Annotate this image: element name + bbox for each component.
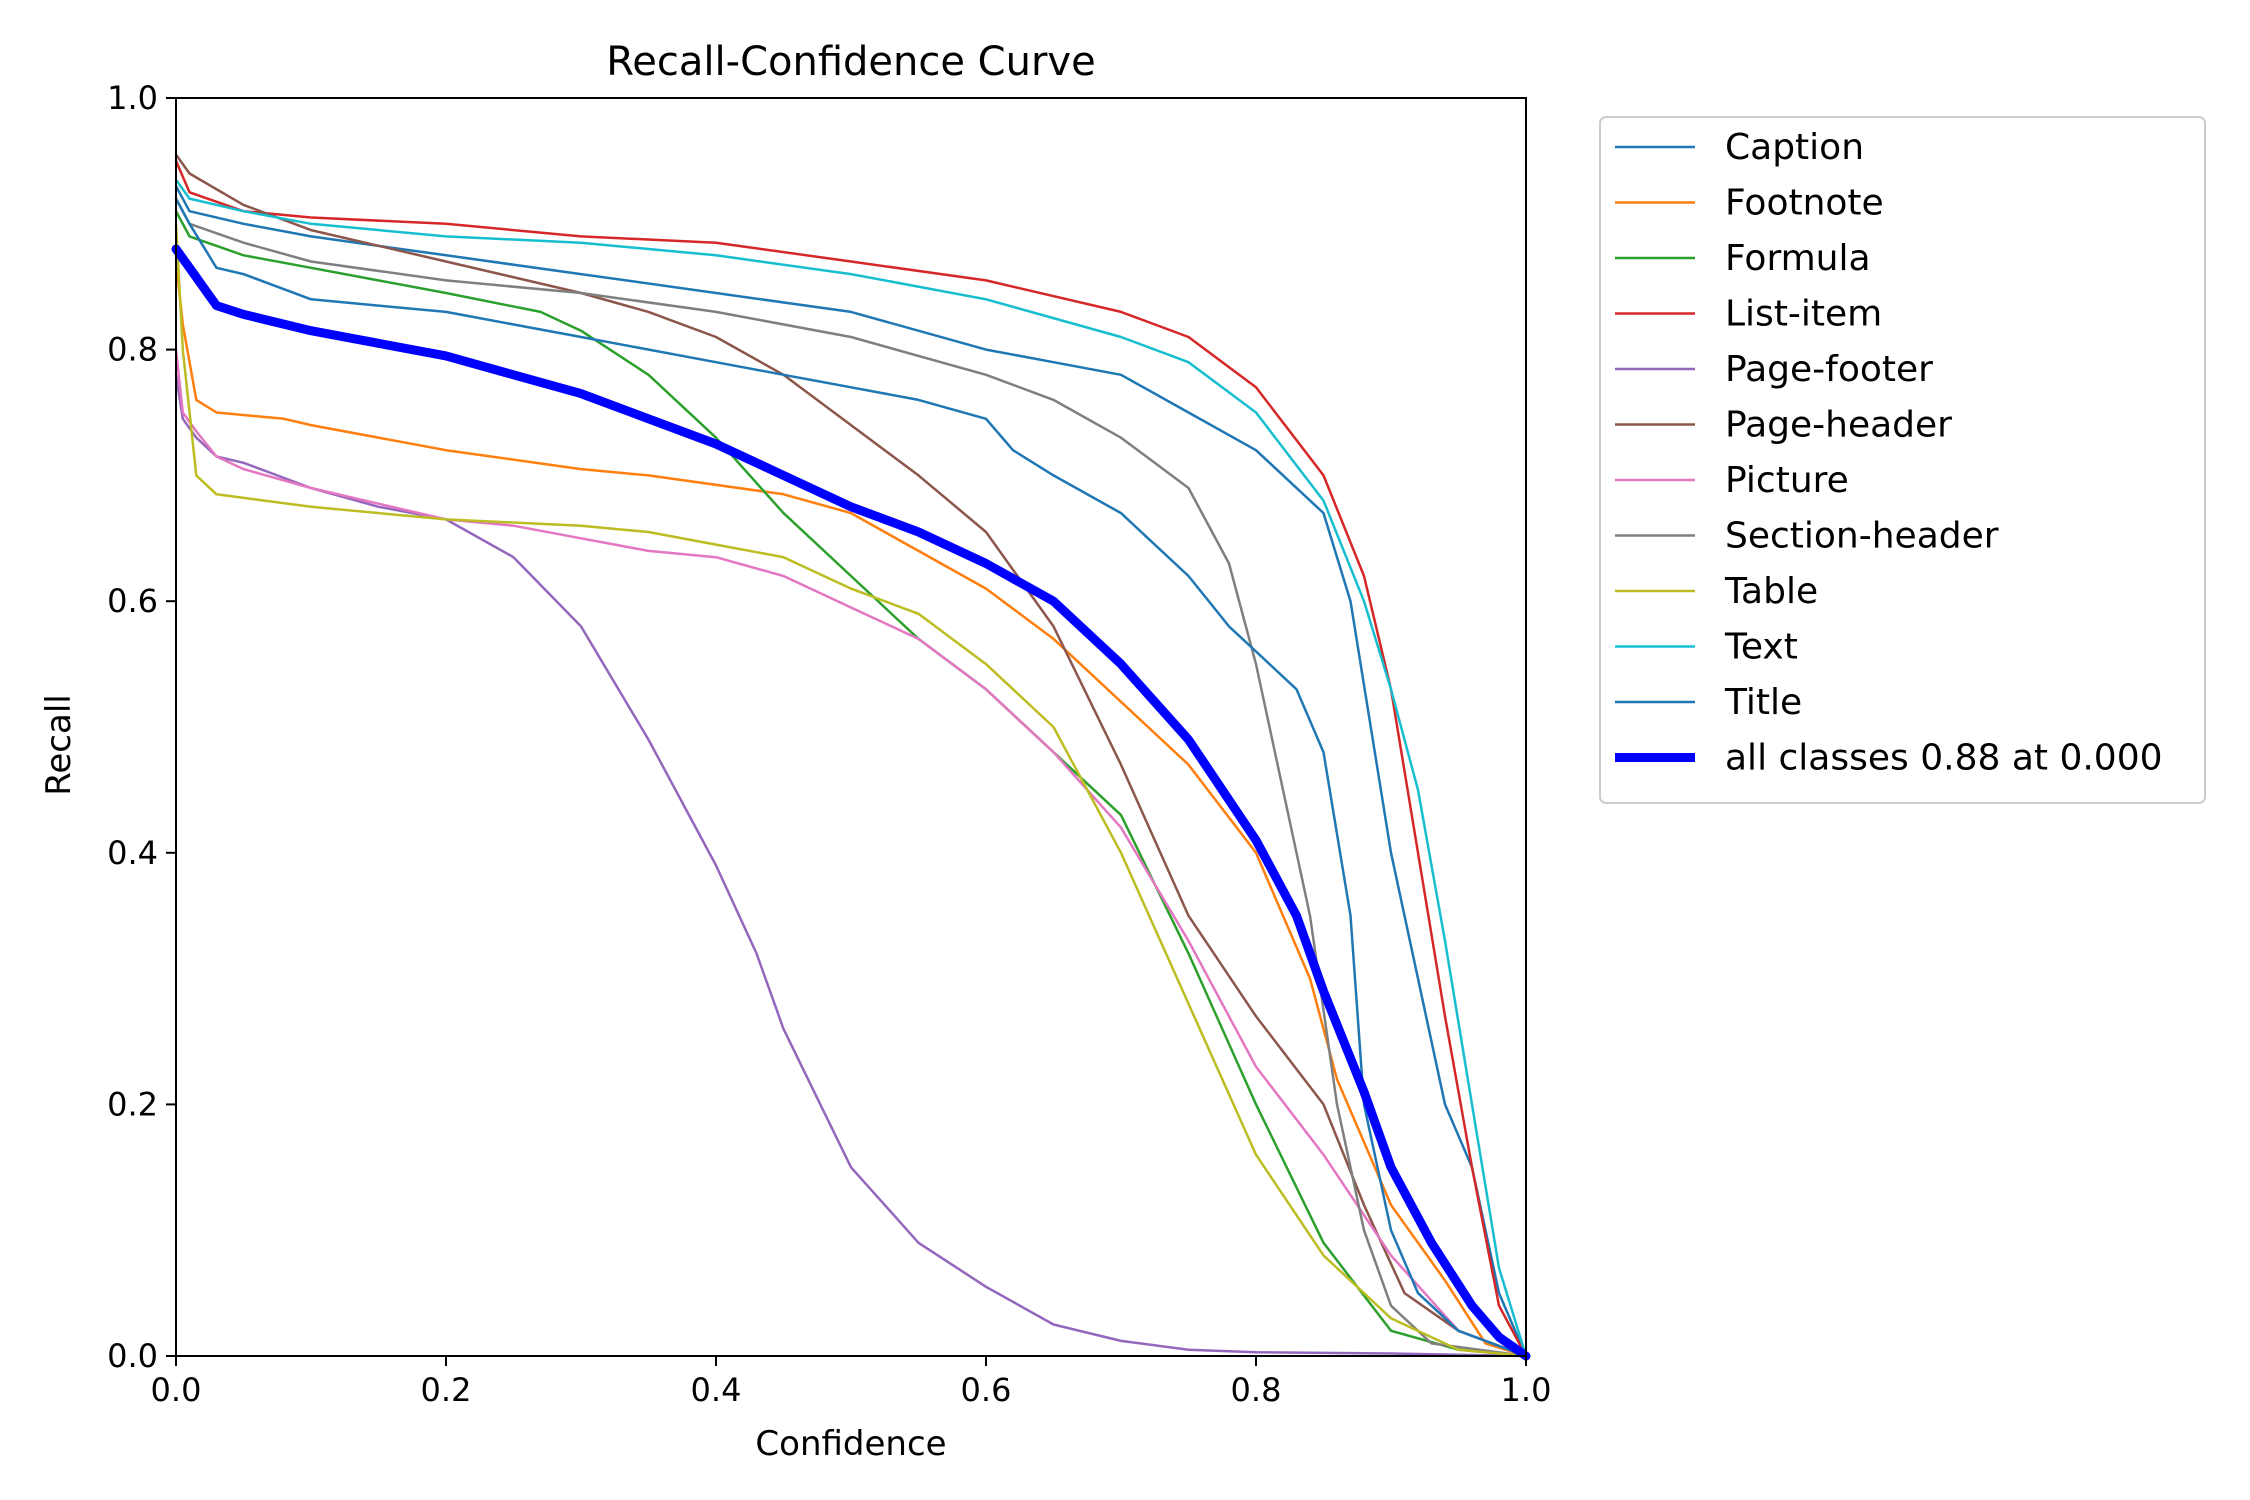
x-tick-label: 0.4 bbox=[691, 1371, 742, 1409]
legend-label-title: Title bbox=[1724, 682, 1802, 723]
y-tick-label: 0.8 bbox=[107, 331, 158, 369]
series-line-caption bbox=[174, 184, 1528, 1358]
chart-title: Recall-Confidence Curve bbox=[606, 39, 1095, 85]
legend-label-formula: Formula bbox=[1725, 238, 1871, 279]
legend-label-page-footer: Page-footer bbox=[1725, 349, 1933, 390]
y-tick-label: 0.2 bbox=[107, 1085, 158, 1123]
legend-label-section-header: Section-header bbox=[1725, 516, 1999, 557]
series-line-page-footer bbox=[174, 373, 1528, 1358]
x-axis-ticks: 0.0 0.2 0.4 0.6 0.8 1.0 bbox=[151, 1356, 1552, 1409]
series-line-list-item bbox=[174, 159, 1528, 1358]
legend-label-caption: Caption bbox=[1725, 127, 1864, 168]
plot-frame bbox=[175, 97, 1527, 1357]
series-line-table bbox=[174, 222, 1528, 1358]
series-line-section-header bbox=[174, 197, 1528, 1358]
x-axis-label: Confidence bbox=[755, 1424, 946, 1464]
series-line-picture bbox=[174, 348, 1528, 1358]
legend: Caption Footnote Formula List-item Page-foot… bbox=[1599, 116, 2206, 804]
series-line-text bbox=[174, 178, 1528, 1358]
legend-label-page-header: Page-header bbox=[1725, 405, 1952, 446]
legend-label-footnote: Footnote bbox=[1725, 183, 1884, 224]
series-line-title bbox=[174, 197, 1528, 1358]
legend-label-all-classes-0-88-at-0-000: all classes 0.88 at 0.000 bbox=[1725, 738, 2163, 779]
legend-label-picture: Picture bbox=[1725, 460, 1849, 501]
plot-series-group bbox=[171, 153, 1531, 1361]
y-axis-ticks: 0.0 0.2 0.4 0.6 0.8 1.0 bbox=[107, 79, 176, 1375]
legend-label-text: Text bbox=[1724, 627, 1798, 668]
y-tick-label: 0.4 bbox=[107, 834, 158, 872]
legend-label-list-item: List-item bbox=[1725, 294, 1882, 335]
x-tick-label: 0.2 bbox=[421, 1371, 472, 1409]
series-line-formula bbox=[174, 209, 1528, 1358]
y-tick-label: 0.6 bbox=[107, 582, 158, 620]
series-line-footnote bbox=[174, 260, 1528, 1358]
x-tick-label: 1.0 bbox=[1501, 1371, 1552, 1409]
x-tick-label: 0.6 bbox=[961, 1371, 1012, 1409]
y-tick-label: 0.0 bbox=[107, 1337, 158, 1375]
legend-label-table: Table bbox=[1724, 571, 1818, 612]
series-line-all-classes-0-88-at-0-000 bbox=[171, 244, 1531, 1361]
y-tick-label: 1.0 bbox=[107, 79, 158, 117]
y-axis-label: Recall bbox=[39, 694, 79, 795]
legend-box bbox=[1599, 116, 2206, 804]
x-tick-label: 0.8 bbox=[1231, 1371, 1282, 1409]
x-tick-label: 0.0 bbox=[151, 1371, 202, 1409]
